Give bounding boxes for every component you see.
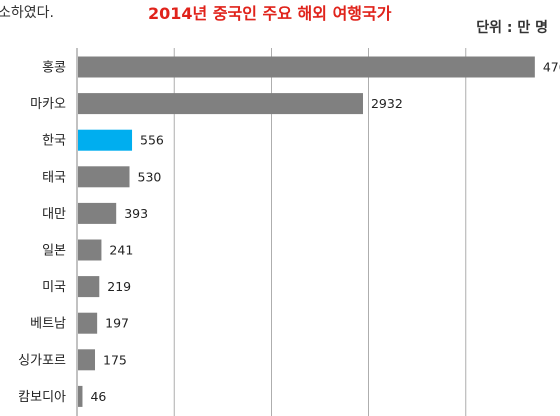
value-label: 2932: [371, 96, 403, 111]
category-label: 싱가포르: [18, 353, 66, 368]
category-label: 홍콩: [42, 61, 66, 76]
value-label: 530: [138, 169, 162, 184]
bar: [78, 276, 100, 298]
chart-title: 2014년 중국인 주요 해외 여행국가: [148, 4, 392, 23]
preceding-text-fragment: 소하였다.: [0, 5, 54, 21]
bar: [78, 239, 102, 261]
bar: [78, 349, 96, 371]
category-label: 한국: [42, 134, 66, 149]
category-label: 일본: [42, 244, 66, 259]
category-label: 미국: [42, 280, 66, 295]
category-label: 마카오: [30, 97, 66, 112]
value-label: 556: [140, 133, 164, 148]
bar: [78, 166, 130, 188]
unit-label: 단위 : 만 명: [476, 20, 548, 36]
value-label: 175: [103, 352, 127, 367]
value-label: 219: [107, 279, 131, 294]
category-label: 베트남: [30, 317, 66, 332]
bar: [78, 93, 363, 115]
value-label: 393: [124, 206, 148, 221]
category-label: 캄보디아: [18, 390, 66, 405]
value-label: 4700: [543, 60, 560, 75]
bar: [78, 56, 535, 78]
bar: [78, 312, 98, 334]
value-label: 46: [90, 389, 106, 404]
value-label: 241: [109, 243, 133, 258]
value-label: 197: [105, 316, 129, 331]
bars-group: 홍콩 4700 마카오 2932 한국 556 태국 530 대만 393 일본 241 미국 219 베트…: [18, 56, 560, 407]
bar: [78, 202, 117, 224]
bar: [78, 129, 133, 151]
category-label: 대만: [42, 207, 66, 222]
category-label: 태국: [42, 170, 66, 185]
bar: [78, 385, 83, 407]
